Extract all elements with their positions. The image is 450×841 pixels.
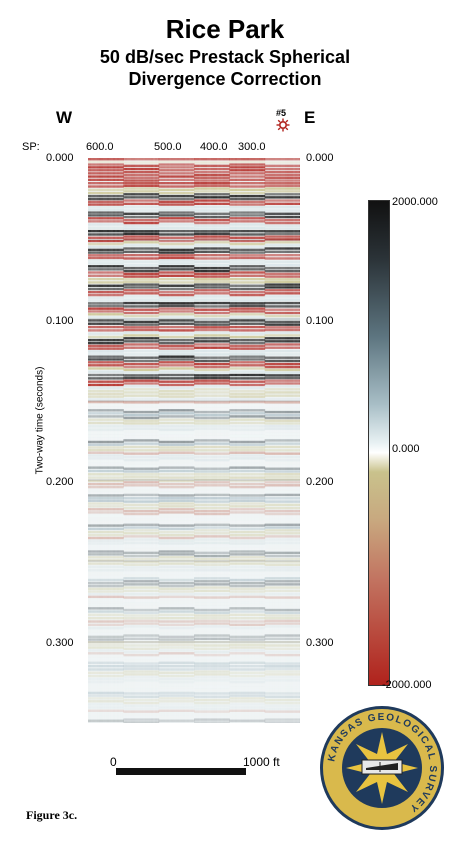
sp-label: SP: xyxy=(22,141,40,153)
amplitude-colorbar xyxy=(368,200,390,686)
time-tick-left-2: 0.200 xyxy=(46,476,74,488)
colorbar-mid-label: 0.000 xyxy=(392,443,420,455)
figure-caption: Figure 3c. xyxy=(26,808,78,822)
time-tick-left-1: 0.100 xyxy=(46,315,74,327)
time-tick-left-0: 0.000 xyxy=(46,152,74,164)
east-label: E xyxy=(304,108,316,127)
colorbar-min-label: -2000.000 xyxy=(382,679,432,691)
scale-bar xyxy=(116,768,246,775)
subtitle-line-1: 50 dB/sec Prestack Spherical xyxy=(99,47,351,67)
well-marker-icon xyxy=(276,118,290,132)
scale-end-label: 1000 ft xyxy=(243,755,280,769)
well-marker-label: #5 xyxy=(276,108,287,118)
time-tick-right-1: 0.100 xyxy=(306,315,334,327)
time-tick-right-2: 0.200 xyxy=(306,476,334,488)
sp-tick-300: 300.0 xyxy=(238,141,266,153)
page-title: Rice Park xyxy=(165,14,285,44)
sp-tick-500: 500.0 xyxy=(154,141,182,153)
time-tick-left-3: 0.300 xyxy=(46,637,74,649)
kansas-geological-survey-seal: KANSAS GEOLOGICAL SURVEY xyxy=(320,706,444,830)
colorbar-max-label: 2000.000 xyxy=(392,196,438,208)
sp-tick-400: 400.0 xyxy=(200,141,228,153)
y-axis-label: Two-way time (seconds) xyxy=(34,366,46,475)
subtitle-line-2: Divergence Correction xyxy=(128,69,322,89)
time-tick-right-3: 0.300 xyxy=(306,637,334,649)
sp-tick-600: 600.0 xyxy=(86,141,114,153)
scale-start-label: 0 xyxy=(110,755,117,769)
time-tick-right-0: 0.000 xyxy=(306,152,334,164)
west-label: W xyxy=(56,108,73,127)
seismic-section xyxy=(88,158,300,723)
